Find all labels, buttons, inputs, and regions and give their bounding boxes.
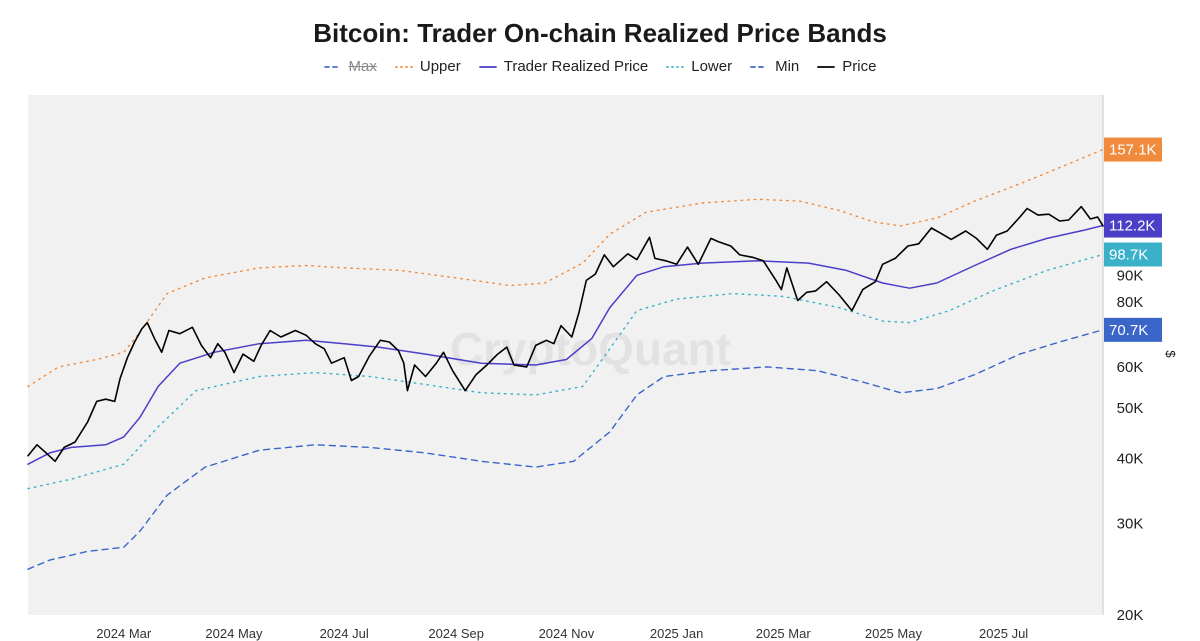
legend-item-upper[interactable]: Upper	[394, 58, 461, 75]
legend-item-price[interactable]: Price	[817, 58, 876, 75]
legend-label: Lower	[691, 58, 733, 75]
y-tick-label: 40K	[1117, 450, 1144, 467]
last-value-label: 157.1K	[1109, 142, 1157, 159]
y-axis-unit-label: $	[1163, 350, 1178, 358]
legend-label: Max	[348, 58, 377, 75]
x-tick-label: 2024 Sep	[428, 626, 484, 641]
series-line-upper	[27, 148, 1104, 388]
legend-item-lower[interactable]: Lower	[666, 58, 732, 75]
watermark: CryptoQuant	[450, 323, 731, 375]
x-tick-label: 2024 Jul	[320, 626, 369, 641]
chart-title: Bitcoin: Trader On-chain Realized Price …	[313, 18, 887, 48]
last-value-badge	[1104, 137, 1162, 162]
series-line-min	[27, 329, 1104, 570]
legend-swatch	[323, 65, 342, 68]
series-line-lower	[27, 253, 1104, 490]
x-tick-label: 2025 Mar	[756, 626, 812, 641]
last-value-label: 112.2K	[1109, 218, 1155, 235]
x-tick-label: 2024 May	[205, 626, 263, 641]
last-value-badge	[1104, 317, 1162, 342]
y-tick-label: 60K	[1117, 359, 1144, 376]
legend-item-max[interactable]: Max	[323, 58, 377, 75]
series-line-price	[27, 205, 1104, 463]
x-tick-label: 2024 Mar	[96, 626, 152, 641]
x-tick-label: 2025 Jul	[979, 626, 1028, 641]
legend-label: Price	[842, 58, 877, 75]
x-tick-label: 2025 May	[865, 626, 923, 641]
y-tick-label: 20K	[1117, 607, 1144, 624]
legend-label: Min	[775, 58, 800, 75]
y-tick-label: 30K	[1117, 515, 1144, 532]
last-value-badge	[1104, 242, 1162, 267]
x-tick-label: 2025 Jan	[650, 626, 704, 641]
legend-swatch	[750, 65, 768, 68]
legend-item-min[interactable]: Min	[750, 58, 799, 75]
legend-item-trader-realized-price[interactable]: Trader Realized Price	[478, 58, 649, 75]
y-tick-label: 50K	[1117, 400, 1144, 417]
last-value-badge	[1104, 213, 1162, 238]
y-tick-label: 90K	[1117, 267, 1144, 284]
legend-swatch	[478, 65, 497, 68]
last-value-label: 70.7K	[1109, 322, 1148, 339]
series-line-trader-realized-price	[27, 224, 1104, 465]
x-tick-label: 2024 Nov	[539, 626, 595, 641]
legend-label: Upper	[419, 58, 461, 75]
legend-swatch	[817, 65, 836, 68]
last-value-label: 98.7K	[1109, 246, 1148, 263]
chart-legend: Max Upper Trader Realized Price Lower Min Pri…	[0, 58, 1200, 75]
y-tick-label: 80K	[1117, 294, 1144, 311]
legend-label: Trader Realized Price	[503, 58, 649, 75]
